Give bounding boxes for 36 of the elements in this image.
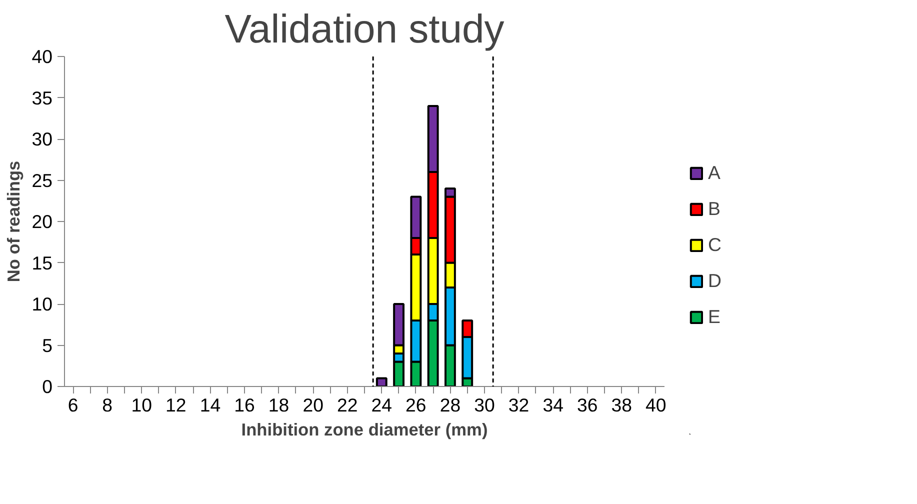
legend-label: A bbox=[708, 162, 722, 184]
y-tick-label: 5 bbox=[42, 334, 53, 356]
x-tick-label: 38 bbox=[611, 394, 632, 416]
legend-label: B bbox=[708, 198, 722, 220]
x-axis-title: Inhibition zone diameter (mm) bbox=[241, 420, 488, 440]
y-axis-title: No of readings bbox=[4, 160, 24, 282]
x-tick-label: 34 bbox=[542, 394, 564, 416]
y-tick-label: 20 bbox=[32, 211, 53, 232]
x-tick-label: 36 bbox=[576, 394, 598, 416]
legend-label: E bbox=[708, 306, 722, 328]
bar bbox=[376, 377, 388, 386]
y-tick-label: 0 bbox=[42, 376, 53, 397]
x-tick-label: 12 bbox=[166, 394, 186, 416]
chart-title: Validation study bbox=[224, 8, 504, 52]
y-tick-label: 10 bbox=[32, 294, 53, 314]
x-tick-label: 16 bbox=[234, 394, 255, 416]
y-tick-label: 40 bbox=[32, 46, 53, 67]
x-tick-label: 40 bbox=[646, 394, 666, 416]
x-tick-label: 22 bbox=[336, 394, 358, 416]
x-tick-label: 30 bbox=[474, 394, 495, 416]
y-tick-label: 15 bbox=[32, 252, 53, 274]
x-tick-label: 8 bbox=[102, 394, 113, 416]
legend-label: D bbox=[708, 270, 722, 292]
x-tick-label: 10 bbox=[131, 394, 152, 416]
y-tick-label: 35 bbox=[32, 87, 53, 108]
x-tick-label: 32 bbox=[508, 394, 530, 416]
x-tick-label: 20 bbox=[302, 394, 324, 416]
x-tick-label: 28 bbox=[440, 394, 461, 416]
x-tick-label: 14 bbox=[200, 394, 221, 416]
x-tick-label: 24 bbox=[371, 394, 392, 416]
legend-label: C bbox=[708, 234, 722, 256]
y-tick-label: 30 bbox=[32, 128, 53, 150]
y-tick-label: 25 bbox=[32, 170, 53, 191]
x-tick-label: 26 bbox=[406, 394, 426, 416]
x-tick-label: 18 bbox=[268, 394, 290, 416]
x-tick-label: 6 bbox=[68, 394, 78, 416]
